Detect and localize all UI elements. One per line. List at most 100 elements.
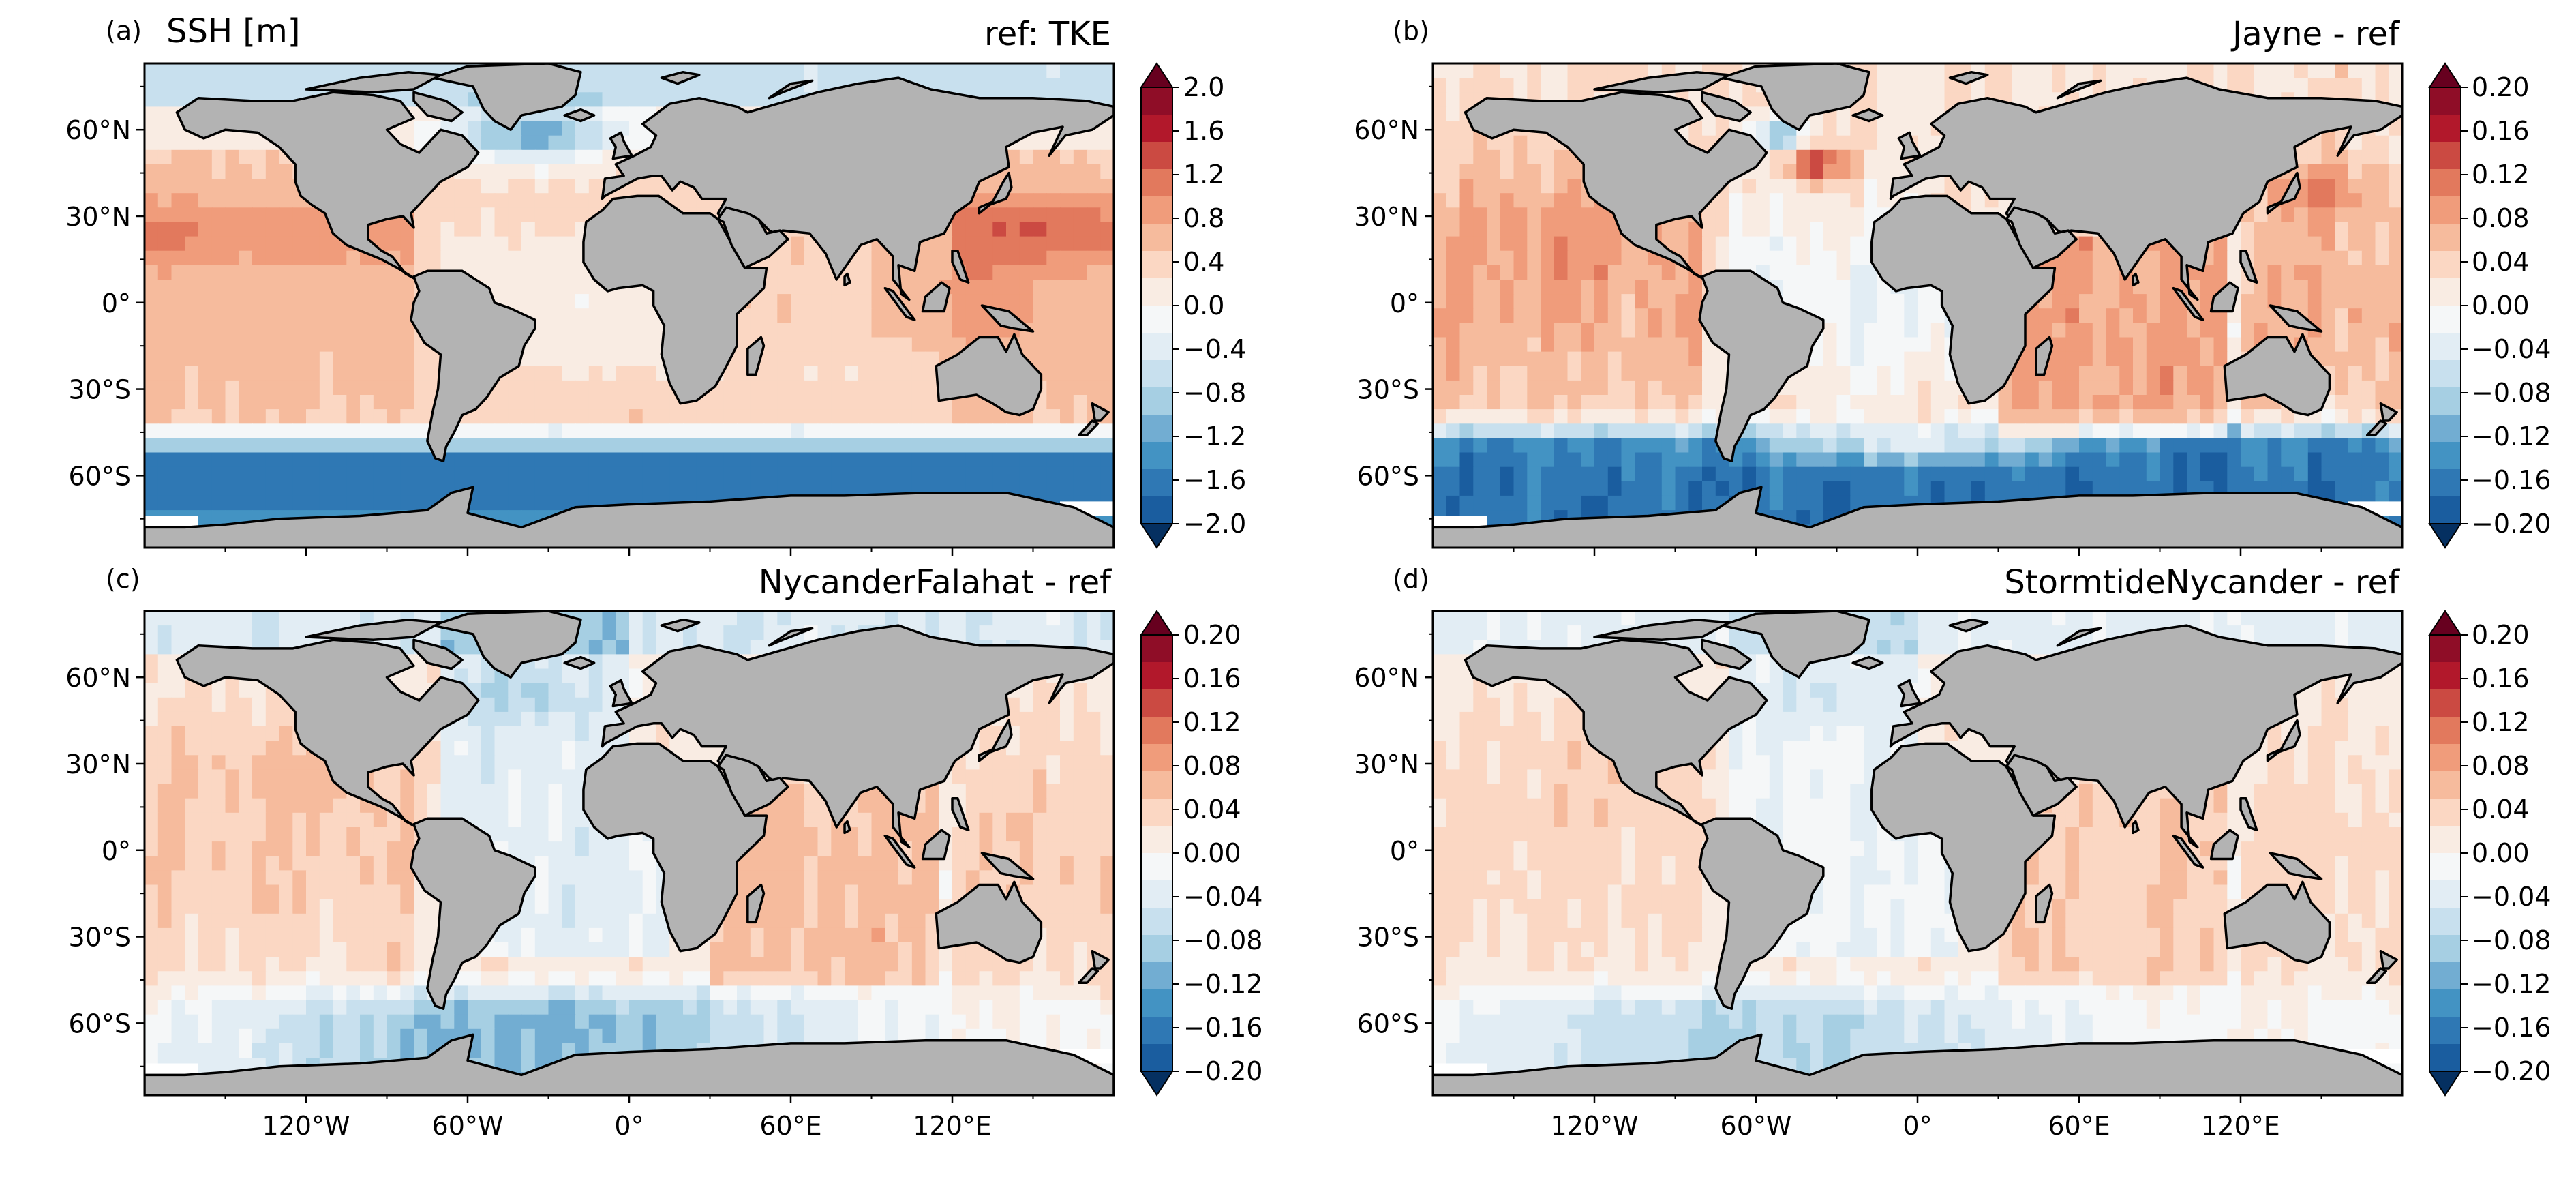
field-cell <box>2375 179 2390 194</box>
field-cell <box>1661 308 1676 324</box>
field-cell <box>1635 409 1649 424</box>
field-cell <box>319 323 334 338</box>
field-cell <box>211 135 226 151</box>
field-cell <box>1473 250 1487 266</box>
field-cell <box>1541 280 1555 295</box>
field-cell <box>2213 438 2228 453</box>
field-cell <box>1433 63 1447 78</box>
field-cell <box>2361 466 2376 482</box>
field-cell <box>2254 280 2269 295</box>
field-cell <box>1958 466 1972 482</box>
field-cell <box>1541 337 1555 353</box>
field-cell <box>1702 495 1716 511</box>
field-cell <box>2213 380 2228 396</box>
field-cell <box>979 179 994 194</box>
field-cell <box>616 323 630 338</box>
field-cell <box>265 423 280 439</box>
field-cell <box>548 481 563 496</box>
field-cell <box>400 495 414 511</box>
field-cell <box>534 121 549 136</box>
field-cell <box>1796 294 1810 309</box>
field-cell <box>2389 323 2402 338</box>
field-cell <box>1715 236 1730 252</box>
field-cell <box>521 193 536 209</box>
field-cell <box>1810 179 1824 194</box>
field-cell <box>1958 452 1972 468</box>
field-cell <box>1446 366 1461 381</box>
field-cell <box>656 409 671 424</box>
field-cell <box>319 63 334 78</box>
field-cell <box>333 250 348 266</box>
field-cell <box>2133 380 2147 396</box>
field-cell <box>252 452 267 468</box>
colorbar-segment <box>1141 87 1172 115</box>
field-cell <box>1100 207 1114 223</box>
field-cell <box>1087 193 1102 209</box>
field-cell <box>1513 250 1528 266</box>
field-cell <box>858 337 873 353</box>
field-cell <box>1769 423 1784 439</box>
field-cell <box>265 149 280 165</box>
field-cell <box>1850 466 1864 482</box>
field-cell <box>211 438 226 453</box>
field-cell <box>642 78 657 93</box>
field-cell <box>871 380 886 396</box>
field-cell <box>239 466 253 482</box>
field-cell <box>898 452 913 468</box>
field-cell <box>1459 179 1474 194</box>
field-cell <box>1796 193 1810 209</box>
field-cell <box>804 395 819 410</box>
field-cell <box>521 395 536 410</box>
field-cell <box>508 495 522 511</box>
field-cell <box>145 164 159 179</box>
field-cell <box>2375 63 2390 78</box>
field-cell <box>1823 207 1838 223</box>
field-cell <box>2241 337 2255 353</box>
field-cell <box>1850 121 1864 136</box>
field-cell <box>1918 423 1932 439</box>
field-cell <box>239 207 253 223</box>
field-cell <box>1702 351 1716 367</box>
field-cell <box>602 351 617 367</box>
field-cell <box>2375 294 2390 309</box>
field-cell <box>2335 236 2349 252</box>
field-cell <box>306 366 320 381</box>
field-cell <box>1904 438 1918 453</box>
field-cell <box>602 149 617 165</box>
field-cell <box>2025 380 2040 396</box>
field-cell <box>1850 193 1864 209</box>
field-cell <box>2052 294 2067 309</box>
field-cell <box>642 92 657 108</box>
field-cell <box>871 250 886 266</box>
field-cell <box>292 481 307 496</box>
field-cell <box>1100 395 1114 410</box>
field-cell <box>2119 366 2134 381</box>
field-cell <box>696 78 711 93</box>
field-cell <box>2227 78 2241 93</box>
field-cell <box>2321 265 2336 280</box>
field-cell <box>360 337 374 353</box>
field-cell <box>1033 323 1048 338</box>
field-cell <box>965 236 980 252</box>
field-cell <box>723 452 738 468</box>
field-cell <box>1930 63 1945 78</box>
field-cell <box>1473 323 1487 338</box>
field-cell <box>817 323 832 338</box>
field-cell <box>858 250 873 266</box>
field-cell <box>2389 366 2402 381</box>
field-cell <box>1850 495 1864 511</box>
field-cell <box>2389 337 2402 353</box>
field-cell <box>333 409 348 424</box>
field-cell <box>575 337 590 353</box>
field-cell <box>616 308 630 324</box>
field-cell <box>534 395 549 410</box>
field-cell <box>534 207 549 223</box>
field-cell <box>333 438 348 453</box>
field-cell <box>2307 193 2322 209</box>
field-cell <box>1864 135 1878 151</box>
field-cell <box>616 294 630 309</box>
field-cell <box>1864 164 1878 179</box>
field-cell <box>373 481 388 496</box>
field-cell <box>791 452 805 468</box>
field-cell <box>1594 265 1609 280</box>
